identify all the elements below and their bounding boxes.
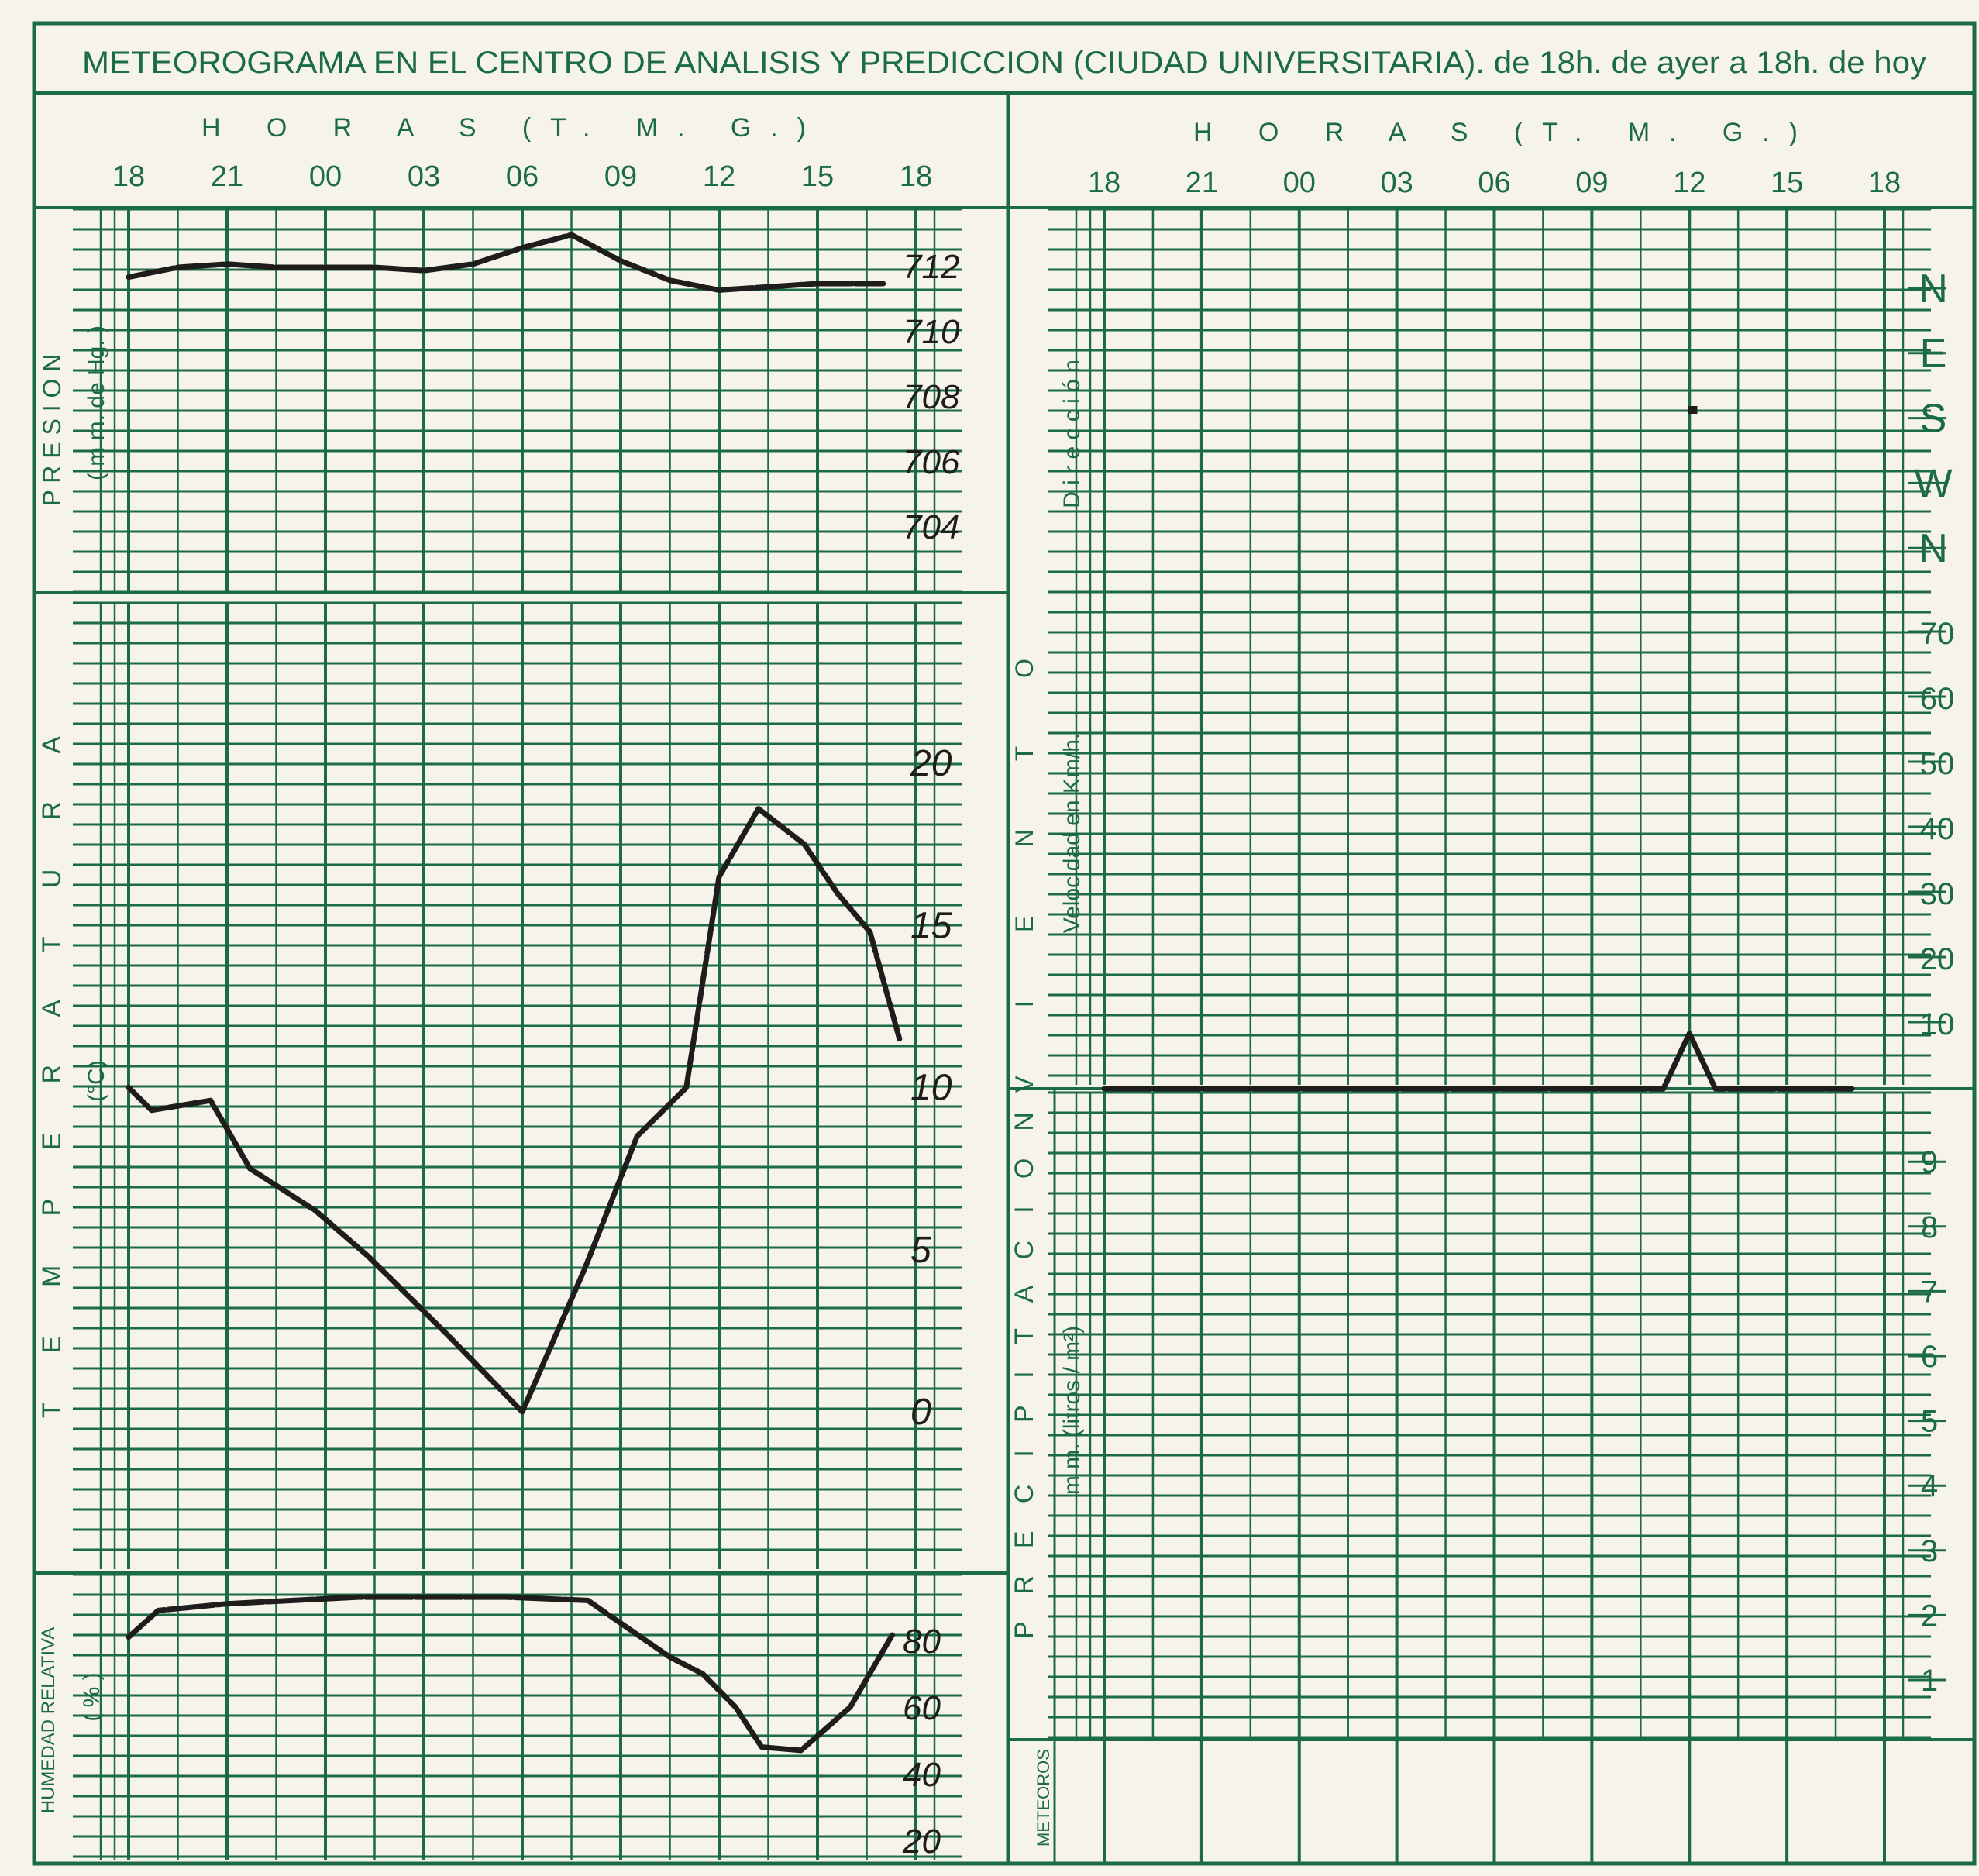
hour-tick-label: 18 (900, 160, 932, 193)
direccion-point (1688, 406, 1698, 414)
meteoros-label: METEOROS (1034, 1749, 1053, 1847)
temperatura-tick-label: 10 (910, 1068, 952, 1109)
precipitacion-label: P R E C I P I T A C I O N (1010, 1112, 1039, 1639)
precipitacion-tick-label: 2 (1921, 1599, 1938, 1633)
temperatura-line (126, 806, 903, 1415)
temperatura-tick-label: 5 (910, 1230, 931, 1271)
precipitacion-grid (1048, 1091, 1931, 1740)
horas-label-right: H O R A S (T. M. G.) (1193, 118, 1798, 147)
grid-layer (34, 208, 1974, 1864)
velocidad-tick-label: 10 (1920, 1007, 1955, 1041)
temperatura-grid (73, 601, 962, 1569)
hour-tick-label: 09 (1575, 167, 1608, 199)
temperatura-tick-label: 20 (910, 743, 952, 784)
hour-ticks-right: 18 21 00 03 06 09 12 15 18 (1088, 167, 1901, 199)
hour-tick-label: 15 (801, 160, 834, 193)
presion-tick-label: 704 (903, 508, 959, 546)
precipitacion-tick-label: 8 (1921, 1210, 1938, 1244)
presion-tick-label: 710 (903, 313, 960, 351)
velocidad-tick-label: 20 (1920, 942, 1955, 976)
velocidad-label: Velocidad en Km/h. (1059, 733, 1085, 934)
hour-tick-label: 03 (1380, 167, 1413, 199)
hour-tick-label: 18 (1088, 167, 1120, 199)
hour-tick-label: 09 (604, 160, 637, 193)
precipitacion-tick-label: 7 (1921, 1275, 1938, 1309)
direccion-label: D i r e c c i ó n (1059, 360, 1085, 508)
outer-frame (32, 21, 1977, 1866)
series-layer (126, 232, 1855, 1754)
meteoros-grid (1053, 1740, 1886, 1864)
precipitacion-tick-label: 9 (1921, 1145, 1938, 1179)
humedad-line (126, 1594, 896, 1754)
presion-tick-label: 712 (903, 248, 959, 286)
humedad-tick-label: 40 (903, 1756, 941, 1794)
tick-layer: 7127107087067042015105080604020NESWN7060… (902, 248, 1954, 1861)
humedad-label: HUMEDAD RELATIVA (38, 1627, 59, 1813)
hour-tick-label: 12 (703, 160, 735, 193)
temperatura-label: T E M P E R A T U R A (37, 736, 67, 1418)
velocidad-tick-label: 30 (1920, 877, 1955, 911)
direccion-tick-label: N (1919, 267, 1948, 312)
precipitacion-tick-label: 1 (1921, 1664, 1938, 1698)
hour-tick-label: 21 (1186, 167, 1218, 199)
precipitacion-unit-label: m m. (litros / m²) (1059, 1326, 1085, 1495)
presion-unit-label: ( m m. de Hg. ) (84, 325, 109, 480)
temperatura-tick-label: 15 (910, 905, 952, 946)
humedad-grid (73, 1573, 962, 1860)
hour-tick-label: 21 (211, 160, 243, 193)
precipitacion-tick-label: 4 (1921, 1469, 1938, 1503)
precipitacion-tick-label: 3 (1921, 1534, 1938, 1568)
humedad-unit-label: ( % ) (79, 1672, 105, 1721)
viento-label: V I E N T O (1010, 659, 1038, 1093)
hour-tick-label: 06 (506, 160, 539, 193)
direccion-tick-label: W (1914, 461, 1952, 506)
direccion-tick-label: S (1920, 397, 1947, 442)
viento-grid (1048, 208, 1931, 1085)
precipitacion-tick-label: 5 (1921, 1405, 1938, 1439)
presion-line (126, 232, 886, 293)
velocidad-tick-label: 60 (1920, 682, 1955, 716)
hour-tick-label: 00 (1283, 167, 1316, 199)
hour-ticks-left: 18 21 00 03 06 09 12 15 18 (112, 160, 932, 193)
precipitacion-tick-label: 6 (1921, 1340, 1938, 1374)
hour-tick-label: 03 (408, 160, 440, 193)
hour-tick-label: 18 (1868, 167, 1901, 199)
presion-tick-label: 706 (903, 443, 960, 481)
hour-tick-label: 15 (1771, 167, 1803, 199)
horas-label-left: H O R A S (T. M. G.) (201, 113, 806, 143)
direccion-tick-label: E (1920, 332, 1947, 377)
humedad-tick-label: 80 (903, 1623, 941, 1661)
velocidad-line (1101, 1031, 1855, 1092)
temperatura-unit-label: (°C) (84, 1060, 109, 1102)
temperatura-tick-label: 0 (910, 1392, 931, 1433)
direccion-tick-label: N (1919, 526, 1948, 571)
presion-tick-label: 708 (903, 378, 960, 416)
hour-tick-label: 18 (112, 160, 145, 193)
hour-tick-label: 06 (1478, 167, 1510, 199)
hour-tick-label: 00 (309, 160, 342, 193)
hour-tick-label: 12 (1673, 167, 1705, 199)
humedad-tick-label: 60 (903, 1689, 941, 1727)
chart-title: METEOROGRAMA EN EL CENTRO DE ANALISIS Y … (82, 46, 1926, 80)
velocidad-tick-label: 70 (1920, 617, 1955, 651)
presion-label: P R E S I O N (38, 354, 66, 507)
humedad-tick-label: 20 (902, 1823, 941, 1861)
velocidad-tick-label: 50 (1920, 747, 1955, 781)
velocidad-tick-label: 40 (1920, 812, 1955, 846)
